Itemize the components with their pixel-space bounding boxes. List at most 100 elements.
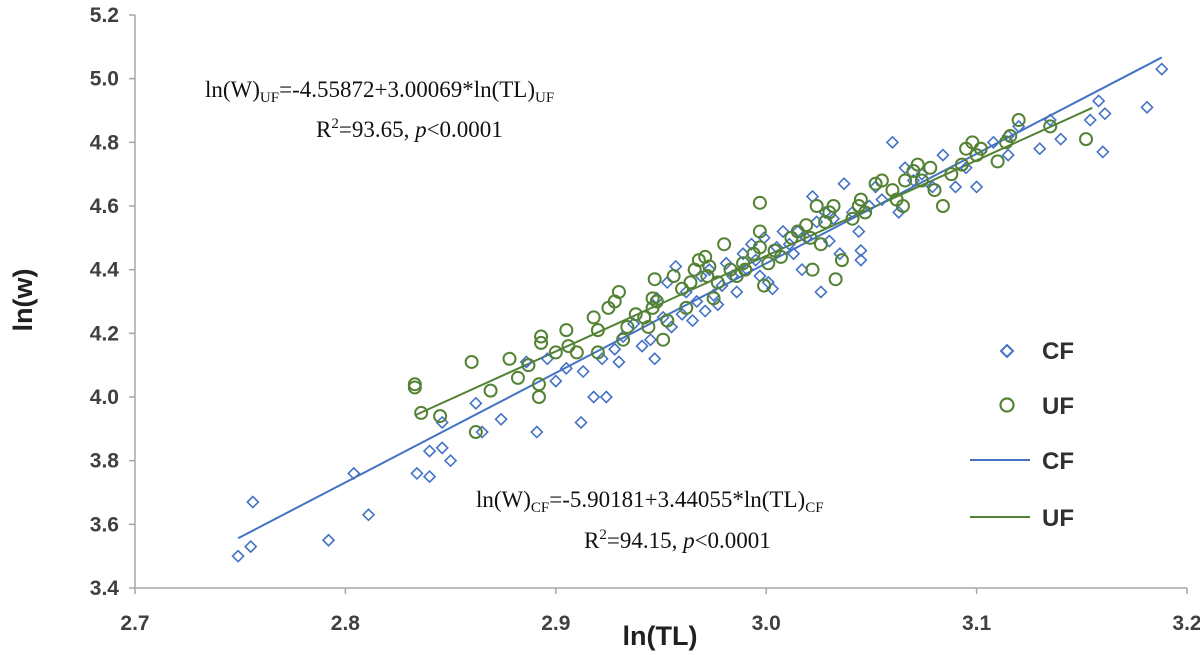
point-cf xyxy=(469,396,483,410)
point-cf xyxy=(422,444,437,458)
point-cf xyxy=(776,224,790,239)
x-tick-label: 2.9 xyxy=(541,612,570,635)
point-cf xyxy=(1091,94,1106,108)
point-uf xyxy=(853,192,868,207)
point-cf xyxy=(244,539,258,554)
point-uf xyxy=(944,167,959,182)
point-cf xyxy=(347,466,361,481)
point-uf xyxy=(702,259,717,274)
uf-r2: R2=93.65, p<0.0001 xyxy=(316,116,503,142)
point-uf xyxy=(710,275,725,290)
y-tick-label: 4.0 xyxy=(90,386,119,409)
point-cf xyxy=(599,390,613,404)
point-cf xyxy=(1033,142,1047,156)
point-cf xyxy=(679,285,693,299)
point-cf xyxy=(685,313,700,328)
x-tick-label: 2.8 xyxy=(331,612,361,635)
axes xyxy=(134,15,1187,589)
point-uf xyxy=(620,319,635,334)
point-cf xyxy=(969,180,984,194)
cf-r2: R2=94.15, p<0.0001 xyxy=(584,527,771,553)
y-tick-label: 5.0 xyxy=(90,68,119,91)
point-uf xyxy=(757,278,772,293)
point-uf xyxy=(927,183,942,198)
point-cf xyxy=(669,259,683,274)
point-cf xyxy=(675,307,689,321)
point-uf xyxy=(845,211,860,226)
y-tick-labels: 3.4 3.6 3.8 4.0 4.2 4.4 4.6 4.8 5.0 5.2 xyxy=(90,4,135,600)
point-uf xyxy=(590,345,605,360)
point-uf xyxy=(752,195,767,210)
point-cf xyxy=(559,361,573,375)
point-uf xyxy=(914,173,929,188)
point-cf xyxy=(1155,62,1169,76)
legend-cf-marker xyxy=(999,343,1015,359)
point-cf xyxy=(321,533,336,547)
point-cf xyxy=(786,247,801,261)
point-uf xyxy=(407,377,422,392)
data-points xyxy=(231,62,1169,563)
y-tick-label: 4.8 xyxy=(90,131,120,154)
x-tick-label: 3.1 xyxy=(962,612,992,635)
point-cf xyxy=(1096,145,1110,159)
point-uf xyxy=(898,173,913,188)
uf-equation: ln(W)UF=-4.55872+3.00069*ln(TL)UF xyxy=(205,77,554,106)
point-uf xyxy=(660,313,675,328)
cf-equation: ln(W)CF=-5.90181+3.44055*ln(TL)CF xyxy=(476,487,824,516)
point-uf xyxy=(874,173,889,188)
point-cf xyxy=(690,294,704,309)
legend-label-uf-marker: UF xyxy=(1042,393,1074,420)
point-cf xyxy=(246,495,260,509)
point-cf xyxy=(530,425,544,439)
point-cf xyxy=(719,256,733,270)
point-uf xyxy=(1079,132,1094,147)
point-uf xyxy=(628,307,643,322)
point-cf xyxy=(837,177,851,191)
point-uf xyxy=(1011,113,1026,128)
point-cf xyxy=(852,224,866,239)
point-uf xyxy=(973,141,988,156)
point-cf xyxy=(782,237,796,251)
point-cf xyxy=(608,342,622,356)
point-cf xyxy=(1140,100,1154,114)
point-cf xyxy=(1054,132,1068,146)
point-uf xyxy=(647,272,662,287)
y-tick-label: 4.4 xyxy=(90,259,120,282)
point-cf xyxy=(494,412,508,426)
point-cf xyxy=(715,278,729,293)
point-uf xyxy=(616,332,631,347)
point-cf xyxy=(587,390,601,404)
point-cf xyxy=(698,304,712,318)
point-uf xyxy=(813,237,828,252)
point-cf xyxy=(549,374,563,388)
x-tick-labels: 2.7 2.8 2.9 3.0 3.1 3.2 xyxy=(120,588,1200,635)
point-cf xyxy=(711,298,725,312)
x-tick-label: 3.2 xyxy=(1172,612,1200,635)
point-cf xyxy=(936,148,950,162)
point-uf xyxy=(611,284,626,299)
point-uf xyxy=(935,199,950,213)
y-axis-title: ln(w) xyxy=(8,269,38,332)
y-tick-label: 3.4 xyxy=(90,577,120,600)
cf-equation-annotation: ln(W)CF=-5.90181+3.44055*ln(TL)CF R2=94.… xyxy=(476,487,824,553)
point-cf xyxy=(435,441,449,455)
point-uf xyxy=(752,224,767,239)
point-uf xyxy=(834,253,849,268)
point-cf xyxy=(854,243,868,258)
point-uf xyxy=(666,269,681,284)
y-tick-label: 5.2 xyxy=(90,4,119,27)
point-uf xyxy=(717,237,732,252)
point-uf xyxy=(954,157,969,172)
point-uf xyxy=(895,199,910,213)
point-uf xyxy=(531,390,546,404)
point-cf xyxy=(231,549,245,563)
point-cf xyxy=(765,282,780,296)
point-cf xyxy=(948,180,963,194)
point-uf xyxy=(521,358,536,373)
point-uf xyxy=(414,405,429,420)
legend: CF UF CF UF xyxy=(970,338,1074,532)
point-cf xyxy=(892,205,906,219)
point-uf xyxy=(656,332,671,347)
point-cf xyxy=(959,161,973,175)
point-cf xyxy=(443,454,458,468)
